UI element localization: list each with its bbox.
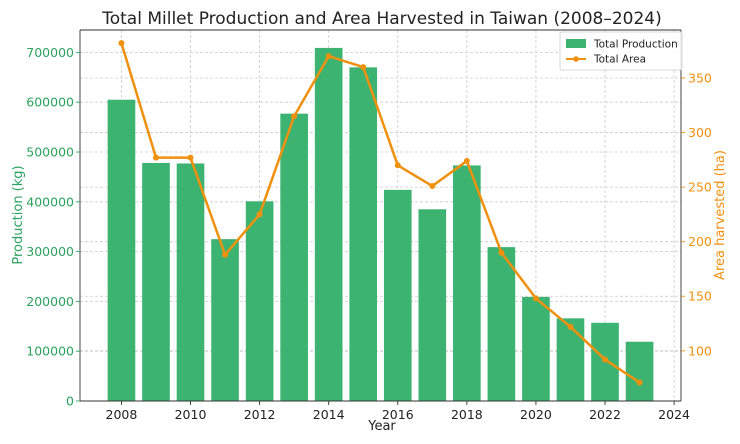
bar-production-2020	[522, 296, 550, 401]
bar-production-2016	[383, 189, 412, 401]
point-area-2021	[567, 323, 574, 330]
y-right-tick-label: 100	[688, 343, 712, 358]
y-right-tick-label: 200	[688, 234, 712, 249]
x-tick-label: 2020	[520, 407, 552, 422]
bar-production-2019	[487, 247, 516, 401]
point-area-2008	[118, 40, 125, 47]
point-area-2022	[602, 356, 609, 363]
y-right-tick-label: 350	[688, 71, 712, 86]
chart-title: Total Millet Production and Area Harvest…	[101, 9, 662, 29]
area-line	[118, 40, 643, 386]
point-area-2011	[222, 251, 229, 258]
point-area-2020	[532, 295, 539, 302]
point-area-2015	[360, 64, 367, 71]
y-left-tick-label: 500000	[26, 145, 74, 160]
y-left-tick-label: 100000	[26, 344, 74, 359]
point-area-2013	[291, 113, 298, 120]
bar-production-2018	[453, 165, 481, 401]
legend-swatch-production	[566, 39, 586, 48]
point-area-2023	[636, 379, 643, 386]
bar-production-2008	[107, 99, 136, 401]
bar-production-2015	[349, 67, 378, 401]
x-tick-label: 2008	[106, 407, 138, 422]
y-left-tick-label: 0	[66, 394, 74, 409]
line-area	[120, 42, 641, 384]
bar-production-2014	[314, 47, 343, 401]
x-tick-label: 2022	[589, 407, 621, 422]
y-left-tick-label: 400000	[26, 194, 74, 209]
bar-production-2009	[142, 162, 170, 401]
y-right-tick-label: 300	[688, 125, 712, 140]
point-area-2012	[256, 211, 263, 218]
y-right-tick-label: 150	[688, 289, 712, 304]
axes: 2008 2010 2012 2014 2016 2018 2020 2022 2024 0 100…	[26, 29, 712, 422]
y-axis-left-label: Production (kg)	[11, 165, 26, 264]
y-right-tick-label: 250	[688, 180, 712, 195]
y-left-tick-label: 200000	[26, 294, 74, 309]
legend-label-production: Total Production	[593, 39, 678, 51]
point-area-2017	[429, 183, 436, 190]
x-tick-label: 2010	[175, 407, 207, 422]
y-axis-right-label: Area harvested (ha)	[713, 150, 728, 280]
legend-label-area: Total Area	[593, 54, 646, 66]
point-area-2014	[325, 53, 332, 60]
point-area-2009	[152, 154, 159, 161]
bar-production-2010	[176, 163, 205, 401]
x-tick-label: 2014	[313, 407, 345, 422]
y-left-tick-label: 700000	[26, 45, 74, 60]
y-left-tick-label: 300000	[26, 244, 74, 259]
bar-production-2012	[245, 201, 274, 401]
point-area-2018	[463, 157, 470, 164]
bar-production-2017	[418, 209, 447, 401]
bars	[107, 47, 654, 401]
legend-box	[559, 31, 683, 71]
bar-production-2013	[280, 113, 308, 401]
point-area-2016	[394, 162, 401, 169]
bar-production-2023	[625, 341, 654, 401]
bar-production-2021	[556, 318, 585, 401]
x-tick-label: 2016	[382, 407, 414, 422]
x-tick-label: 2024	[658, 407, 690, 422]
x-axis-label: Year	[367, 419, 396, 434]
x-tick-label: 2018	[451, 407, 483, 422]
legend-swatch-area-marker	[573, 56, 579, 62]
legend: Total Production Total Area	[559, 31, 683, 71]
y-left-tick-label: 600000	[26, 95, 74, 110]
point-area-2010	[187, 154, 194, 161]
x-tick-label: 2012	[244, 407, 276, 422]
point-area-2019	[498, 249, 505, 256]
bar-production-2011	[211, 239, 239, 401]
